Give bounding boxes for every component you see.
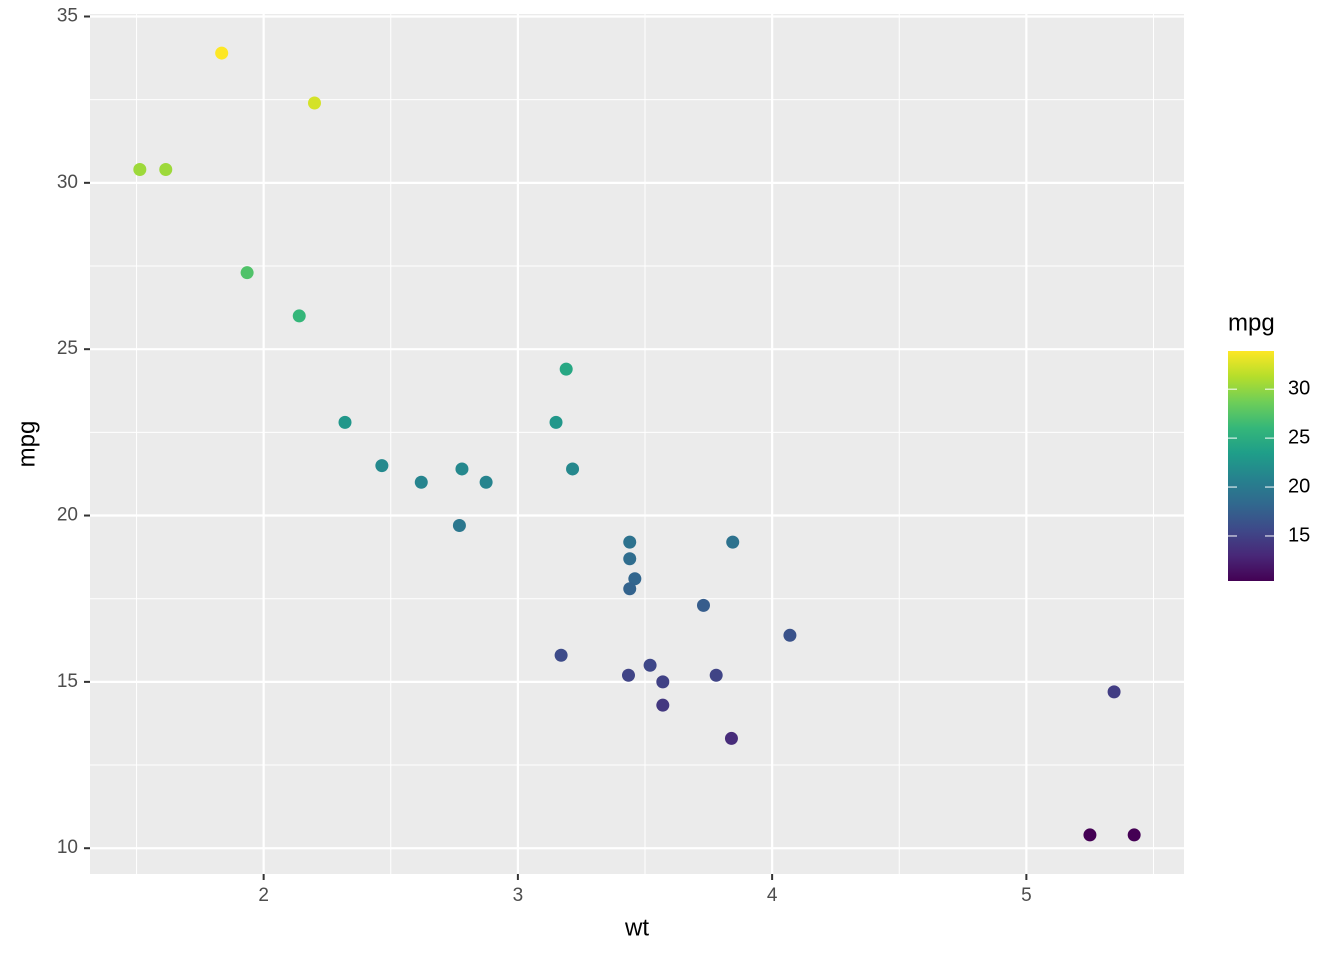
y-tick-label: 15 bbox=[57, 671, 78, 692]
point bbox=[479, 475, 493, 489]
colorbar-label: 30 bbox=[1288, 377, 1310, 399]
y-tick-label: 10 bbox=[57, 837, 78, 858]
point bbox=[559, 362, 573, 376]
point bbox=[133, 163, 147, 177]
colorbar-label: 15 bbox=[1288, 524, 1310, 546]
y-tick-label: 30 bbox=[57, 172, 78, 193]
point bbox=[1127, 828, 1141, 842]
point bbox=[307, 96, 321, 110]
point bbox=[1107, 685, 1121, 699]
y-tick-label: 35 bbox=[57, 6, 78, 27]
y-tick-label: 20 bbox=[57, 505, 78, 526]
point bbox=[628, 572, 642, 586]
point bbox=[554, 648, 568, 662]
point bbox=[455, 462, 469, 476]
point bbox=[452, 519, 466, 533]
x-tick-label: 2 bbox=[258, 885, 269, 906]
point bbox=[656, 698, 670, 712]
point bbox=[338, 415, 352, 429]
colorbar-label: 25 bbox=[1288, 426, 1310, 448]
panel bbox=[90, 14, 1184, 874]
x-tick-label: 5 bbox=[1021, 885, 1032, 906]
point bbox=[623, 582, 637, 596]
point bbox=[621, 668, 635, 682]
legend-title: mpg bbox=[1228, 309, 1275, 336]
x-tick-label: 3 bbox=[513, 885, 524, 906]
point bbox=[696, 598, 710, 612]
point bbox=[566, 462, 580, 476]
point bbox=[1083, 828, 1097, 842]
point bbox=[783, 628, 797, 642]
point bbox=[159, 163, 173, 177]
point bbox=[414, 475, 428, 489]
colorbar-label: 20 bbox=[1288, 475, 1310, 497]
point bbox=[292, 309, 306, 323]
point bbox=[709, 668, 723, 682]
point bbox=[240, 266, 254, 280]
point bbox=[375, 459, 389, 473]
colorbar bbox=[1228, 351, 1274, 581]
point bbox=[726, 535, 740, 549]
x-axis-title: wt bbox=[624, 914, 649, 941]
point bbox=[643, 658, 657, 672]
point bbox=[623, 535, 637, 549]
point bbox=[215, 46, 229, 60]
y-axis-title: mpg bbox=[13, 421, 40, 468]
point bbox=[656, 675, 670, 689]
y-tick-label: 25 bbox=[57, 338, 78, 359]
point bbox=[623, 552, 637, 566]
point bbox=[549, 415, 563, 429]
x-tick-label: 4 bbox=[767, 885, 778, 906]
point bbox=[724, 731, 738, 745]
